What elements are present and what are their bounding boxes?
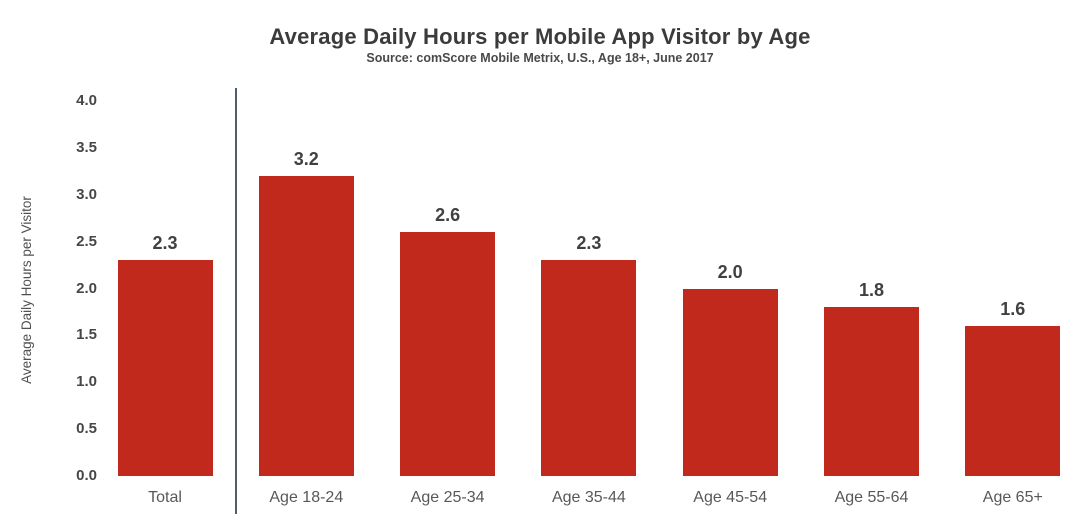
x-tick-label: Total [148, 489, 182, 506]
chart-title: Average Daily Hours per Mobile App Visit… [269, 24, 811, 49]
y-tick-label: 4.0 [76, 92, 97, 109]
y-tick-label: 2.5 [76, 232, 97, 250]
bar-value-label: 1.8 [858, 280, 885, 301]
x-tick-label: Age 65+ [982, 489, 1043, 506]
bar-age-55-64 [824, 307, 919, 476]
bar-value-label: 2.6 [435, 205, 461, 226]
y-tick-label: 3.5 [76, 138, 97, 156]
bar-total [117, 260, 213, 476]
chart-subtitle: Source: comScore Mobile Metrix, U.S., Ag… [366, 51, 714, 65]
bar-age-18-24 [258, 176, 354, 476]
y-tick-label: 1.5 [76, 326, 97, 344]
bar-age-45-54 [682, 288, 778, 476]
bar-value-label: 2.0 [717, 261, 743, 282]
y-tick-label: 0.0 [76, 467, 97, 484]
bar-value-label: 2.3 [152, 233, 178, 254]
y-tick-label: 2.0 [76, 279, 97, 297]
bar-age-35-44 [541, 260, 637, 476]
y-axis-title: Average Daily Hours per Visitor [19, 196, 34, 384]
x-tick-label: Age 55-64 [834, 489, 909, 506]
bar-value-label: 2.3 [576, 233, 602, 254]
x-tick-label: Age 45-54 [693, 489, 768, 506]
y-tick-label: 0.5 [76, 420, 97, 438]
x-tick-label: Age 18-24 [269, 489, 344, 506]
y-tick-label: 1.0 [76, 373, 97, 391]
bar-age-25-34 [400, 232, 496, 476]
y-tick-label: 3.0 [76, 185, 97, 203]
bar-value-label: 1.6 [1000, 299, 1026, 319]
x-tick-label: Age 35-44 [551, 489, 626, 506]
bar-age-65+ [965, 326, 1061, 476]
bar-value-label: 3.2 [293, 149, 319, 169]
total-separator-line [235, 88, 237, 514]
x-tick-label: Age 25-34 [410, 489, 485, 506]
